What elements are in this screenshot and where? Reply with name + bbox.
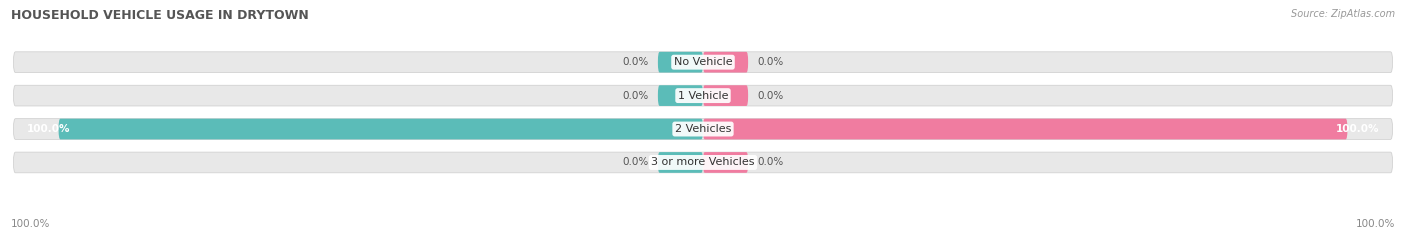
Text: No Vehicle: No Vehicle xyxy=(673,57,733,67)
Text: 100.0%: 100.0% xyxy=(1355,219,1395,229)
Text: 0.0%: 0.0% xyxy=(758,157,785,168)
Text: 3 or more Vehicles: 3 or more Vehicles xyxy=(651,157,755,168)
Text: 100.0%: 100.0% xyxy=(1336,124,1379,134)
FancyBboxPatch shape xyxy=(658,85,703,106)
Text: 1 Vehicle: 1 Vehicle xyxy=(678,91,728,101)
Text: 0.0%: 0.0% xyxy=(621,91,648,101)
FancyBboxPatch shape xyxy=(14,119,1392,139)
FancyBboxPatch shape xyxy=(14,85,1392,106)
FancyBboxPatch shape xyxy=(14,52,1392,73)
Text: 0.0%: 0.0% xyxy=(758,57,785,67)
FancyBboxPatch shape xyxy=(658,152,703,173)
FancyBboxPatch shape xyxy=(703,85,748,106)
FancyBboxPatch shape xyxy=(703,152,748,173)
FancyBboxPatch shape xyxy=(59,119,703,139)
Text: 100.0%: 100.0% xyxy=(27,124,70,134)
FancyBboxPatch shape xyxy=(703,119,1347,139)
Text: HOUSEHOLD VEHICLE USAGE IN DRYTOWN: HOUSEHOLD VEHICLE USAGE IN DRYTOWN xyxy=(11,9,309,22)
Text: 0.0%: 0.0% xyxy=(758,91,785,101)
Text: 0.0%: 0.0% xyxy=(621,157,648,168)
Text: 100.0%: 100.0% xyxy=(11,219,51,229)
FancyBboxPatch shape xyxy=(658,52,703,73)
Text: Source: ZipAtlas.com: Source: ZipAtlas.com xyxy=(1291,9,1395,19)
FancyBboxPatch shape xyxy=(703,52,748,73)
Text: 0.0%: 0.0% xyxy=(621,57,648,67)
FancyBboxPatch shape xyxy=(14,152,1392,173)
Text: 2 Vehicles: 2 Vehicles xyxy=(675,124,731,134)
